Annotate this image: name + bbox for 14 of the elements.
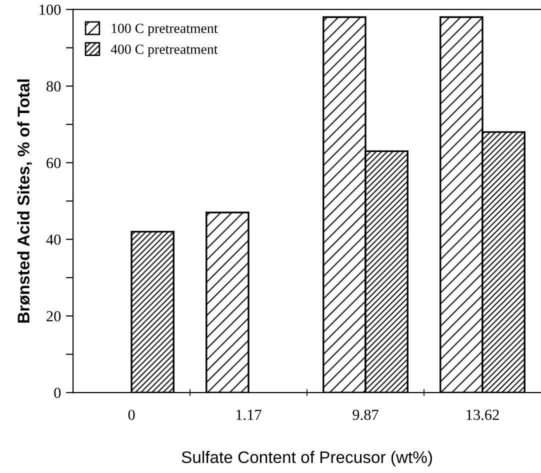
- x-axis-title: Sulfate Content of Precusor (wt%): [182, 450, 432, 466]
- x-tick-label: 1.17: [236, 410, 262, 420]
- y-tick-label: 40: [46, 234, 61, 245]
- x-tick-label: 13.62: [466, 410, 499, 420]
- y-axis-title: Brønsted Acid Sites, % of Total: [17, 80, 32, 323]
- legend-label: 100 C pretreatment: [112, 24, 218, 36]
- y-tick-label: 100: [40, 4, 61, 15]
- x-tick-label: 0: [128, 410, 135, 420]
- y-tick-label: 0: [54, 388, 61, 398]
- y-tick-label: 20: [46, 311, 61, 322]
- y-tick-label: 80: [46, 81, 61, 92]
- x-tick-label: 9.87: [352, 410, 378, 420]
- legend-label: 400 C pretreatment: [110, 44, 218, 57]
- y-tick-label: 60: [46, 158, 61, 168]
